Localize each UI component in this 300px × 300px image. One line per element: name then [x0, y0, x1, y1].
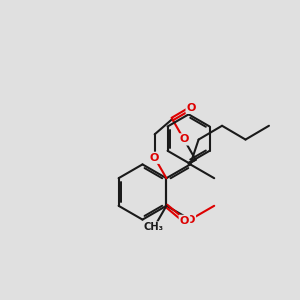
Text: O: O — [186, 214, 195, 225]
Text: O: O — [180, 216, 189, 226]
Text: CH₃: CH₃ — [144, 222, 164, 233]
Text: O: O — [187, 103, 196, 113]
Text: O: O — [150, 153, 159, 163]
Text: O: O — [179, 134, 189, 144]
